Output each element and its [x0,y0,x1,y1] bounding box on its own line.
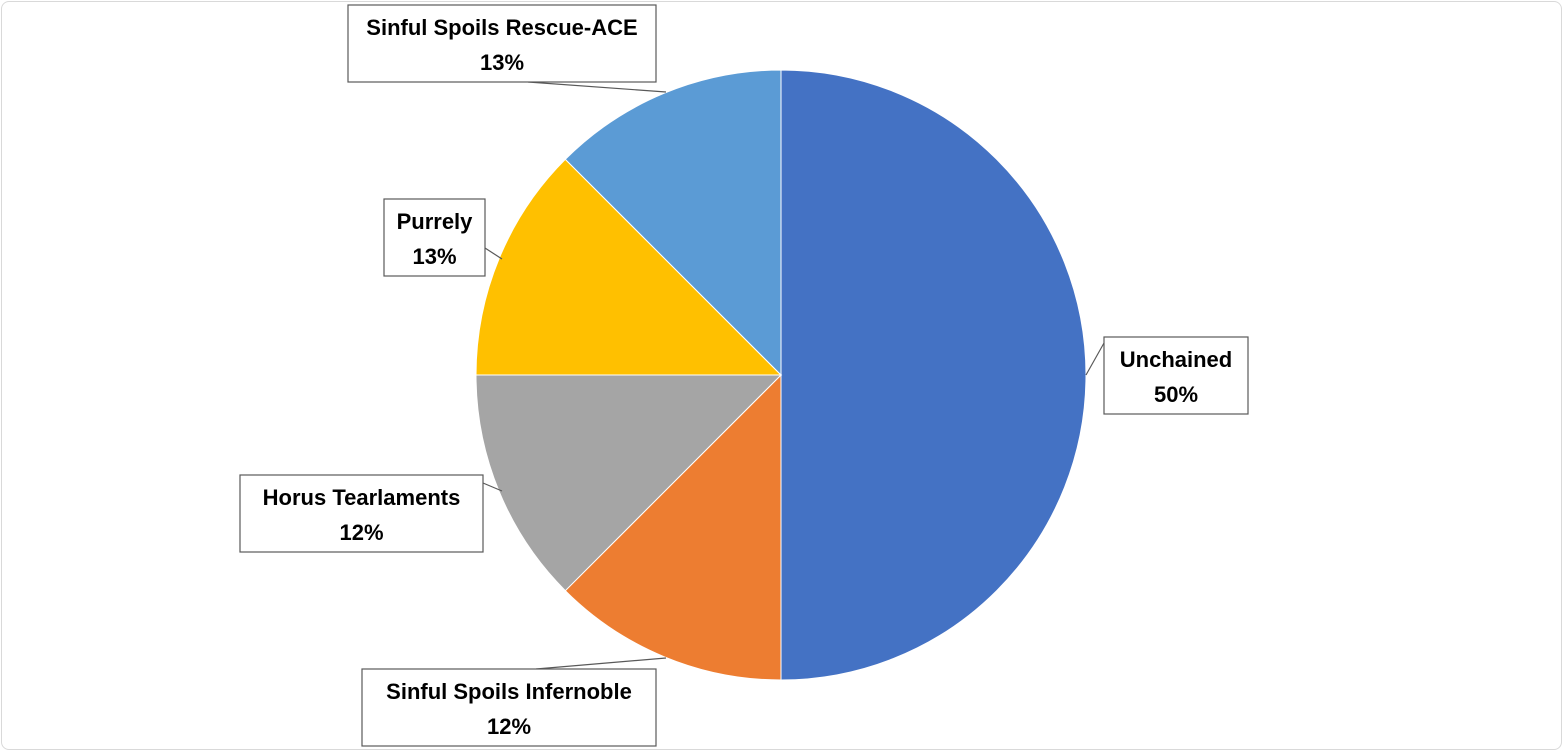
leader-line-sinful-spoils-rescue-ace [527,81,667,93]
label-leader-lines [482,81,1105,670]
data-label-unchained: Unchained 50% [1103,336,1249,415]
data-label-percent: 12% [339,520,383,545]
leader-line-purrely [484,247,503,260]
data-label-horus-tearlaments: Horus Tearlaments 12% [239,474,484,553]
pie-slice-horus-tearlaments [475,374,783,592]
leader-line-horus-tearlaments [482,482,503,492]
data-label-percent: 13% [412,244,456,269]
data-label-name: Unchained [1120,347,1232,372]
data-label-sinful-spoils-rescue-ace: Sinful Spoils Rescue-ACE 13% [347,4,657,83]
pie-slice-unchained [780,69,1087,681]
data-label-box [361,668,657,747]
leader-line-unchained [1085,342,1105,376]
pie-slices [475,69,1087,681]
data-label-box [347,4,657,83]
data-label-name: Purrely [397,209,474,234]
pie-slice-sinful-spoils-rescue-ace [564,69,782,377]
pie-slice-sinful-spoils-infernoble [564,373,782,681]
data-label-name: Sinful Spoils Infernoble [386,679,632,704]
data-label-box [1103,336,1249,415]
data-label-name: Horus Tearlaments [263,485,461,510]
leader-line-sinful-spoils-infernoble [535,657,667,670]
data-label-box [383,198,486,277]
data-label-box [239,474,484,553]
data-label-percent: 13% [480,50,524,75]
data-label-sinful-spoils-infernoble: Sinful Spoils Infernoble 12% [361,668,657,747]
pie-slice-purrely [475,158,783,376]
data-label-percent: 12% [487,714,531,739]
data-label-purrely: Purrely 13% [383,198,486,277]
data-label-percent: 50% [1154,382,1198,407]
data-label-name: Sinful Spoils Rescue-ACE [366,15,637,40]
